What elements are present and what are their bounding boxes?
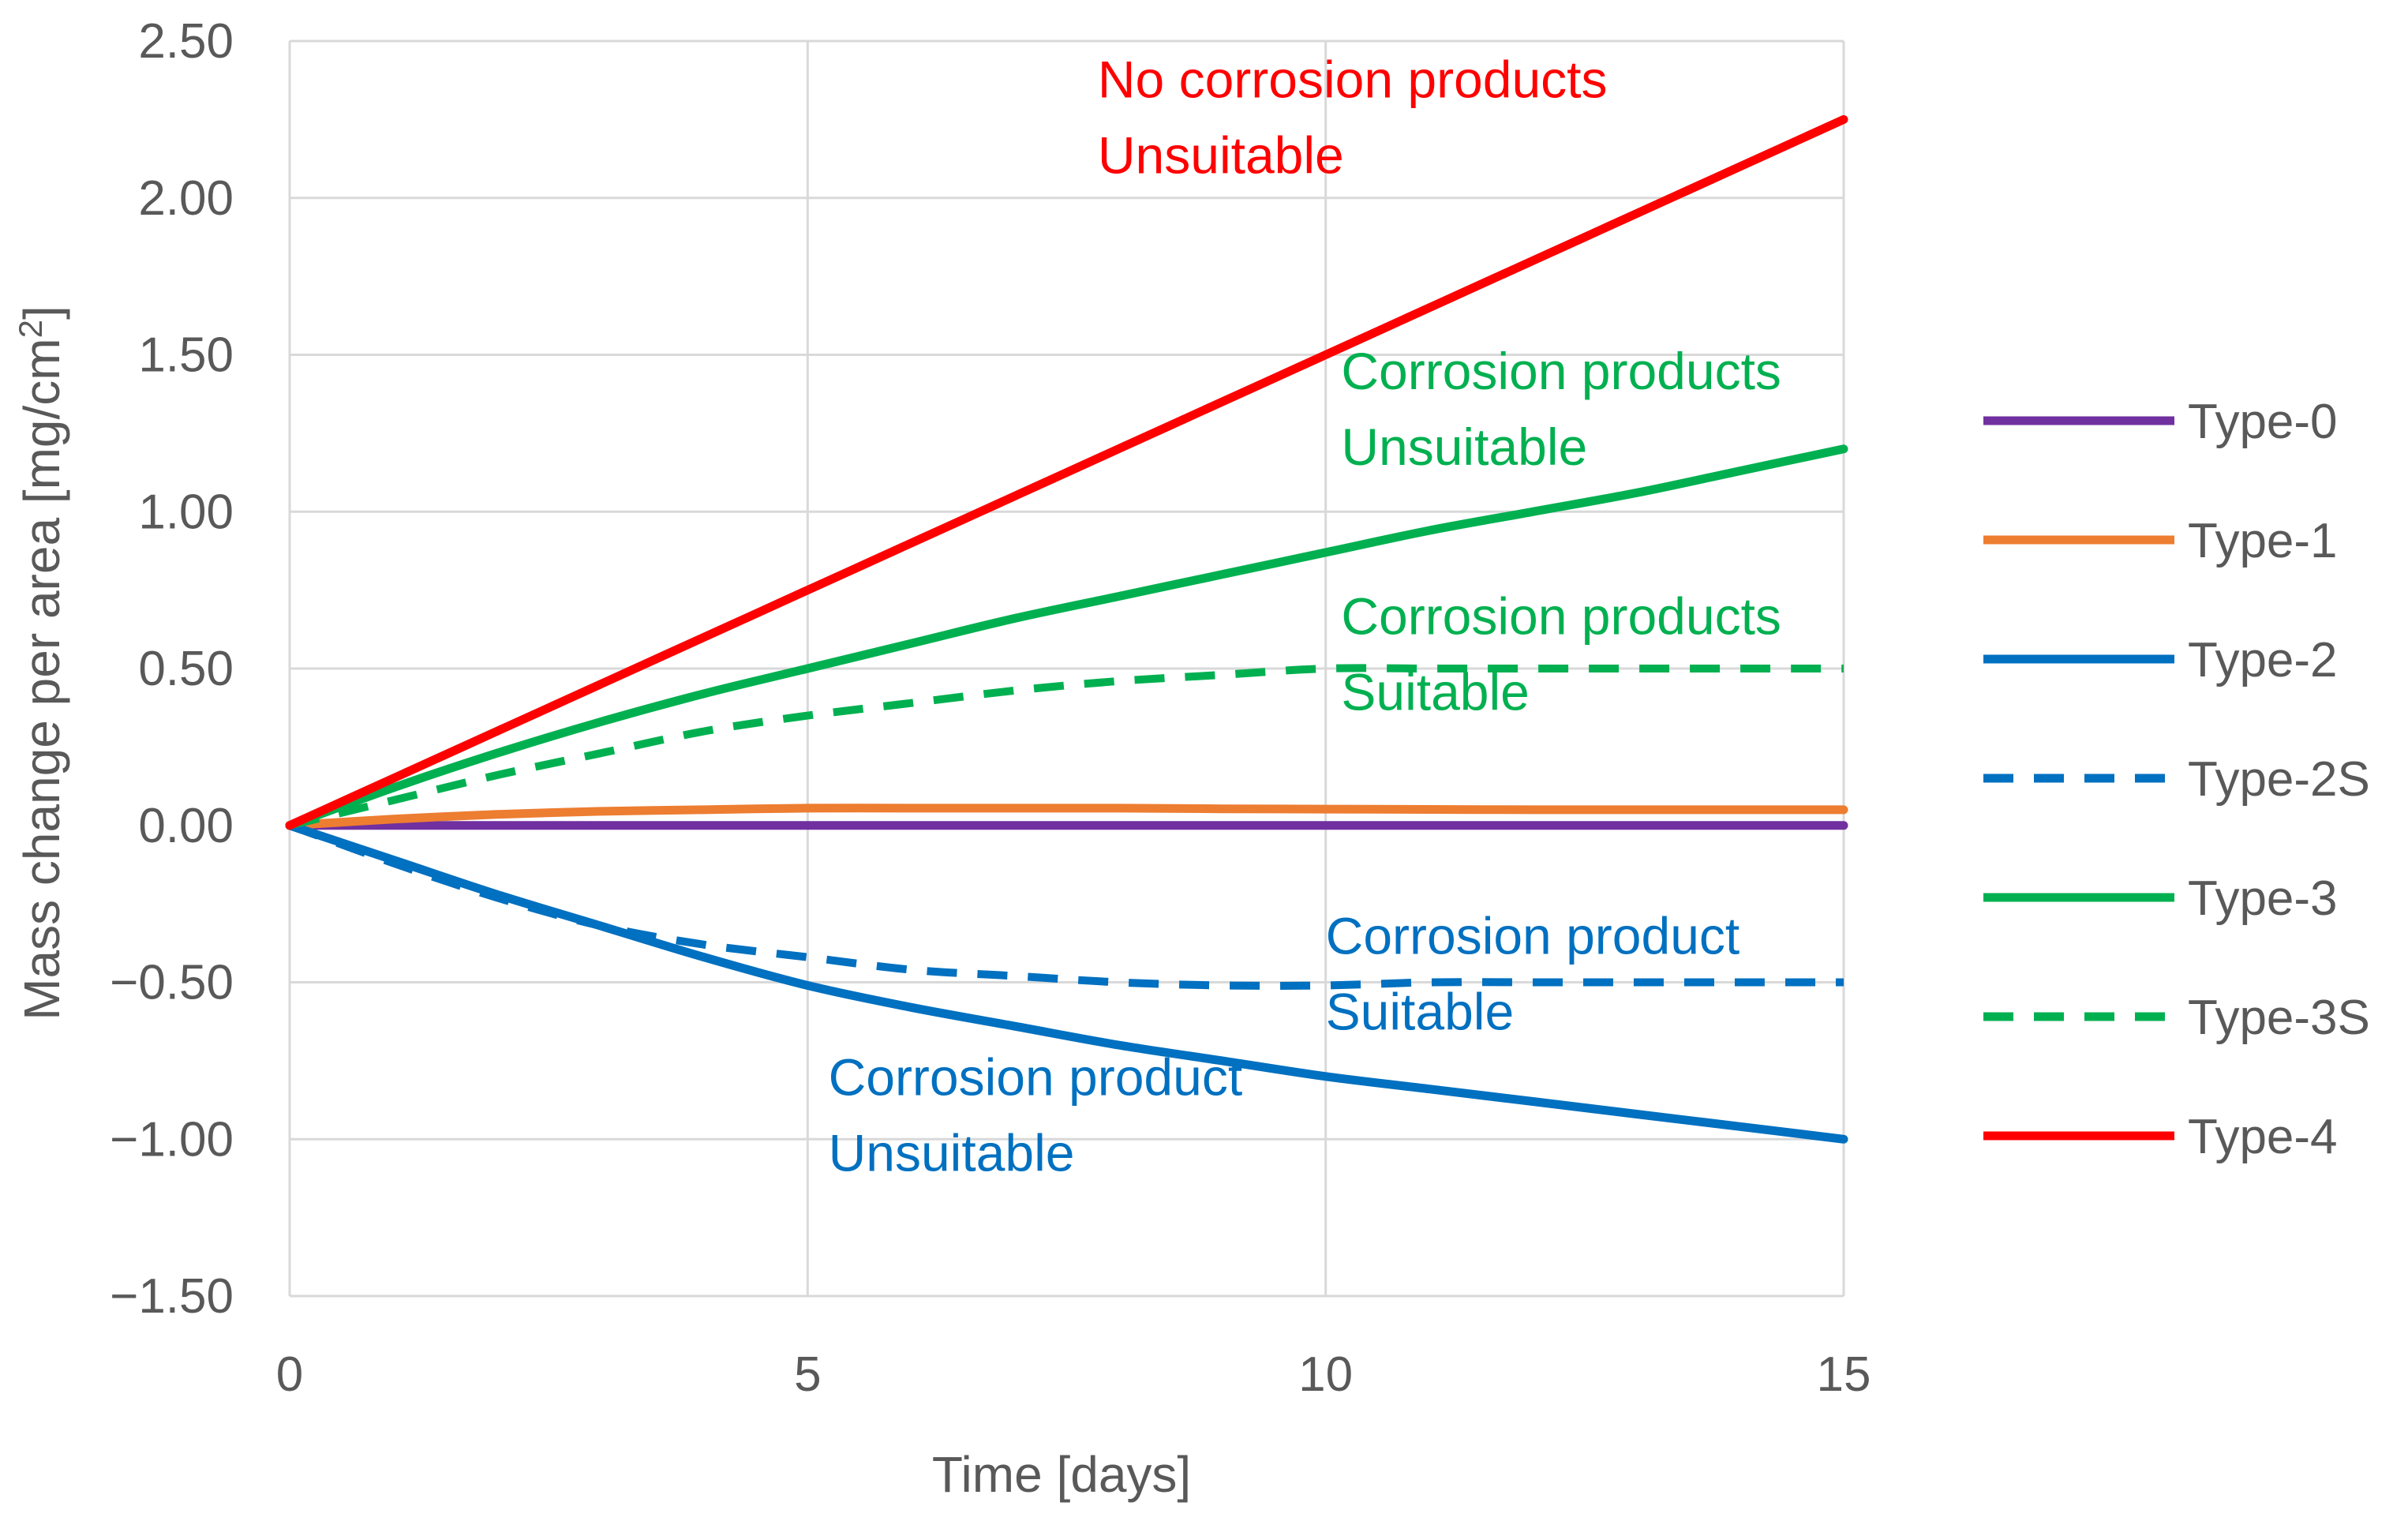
y-axis-title-sup: 2 — [12, 320, 49, 338]
x-tick-label: 10 — [1298, 1347, 1353, 1402]
series-line-type-3 — [285, 444, 1848, 830]
x-tick-label: 0 — [276, 1347, 303, 1402]
series-line-type-2s — [288, 822, 1844, 990]
annotation-label: Suitable — [1326, 983, 1515, 1041]
annotation-label: Corrosion products — [1341, 342, 1781, 400]
y-tick-label: −0.50 — [110, 956, 234, 1010]
y-tick-label: 1.50 — [138, 328, 234, 383]
tick-labels: 2.50 2.00 1.50 1.00 0.50 0.00 −0.50 −1.00 −1.50 0… — [110, 14, 1871, 1402]
annotation-label: Corrosion product — [1326, 907, 1740, 965]
annotations: No corrosion products Unsuitable Corrosion… — [829, 51, 1781, 1182]
y-tick-label: −1.50 — [110, 1269, 234, 1324]
series-line-type-4 — [285, 114, 1848, 830]
series-lines — [285, 114, 1848, 1144]
legend: Type-0 Type-1 Type-2 Type-2S Type-3 Type-3S Ty… — [1983, 395, 2370, 1164]
y-tick-label: 1.00 — [138, 485, 234, 539]
series-line-type-3s — [288, 664, 1844, 830]
annotation-label: Corrosion products — [1341, 586, 1781, 645]
y-axis-title-main: Mass change per area [mg/cm — [13, 338, 70, 1020]
y-axis-title-end: ] — [13, 305, 70, 320]
y-tick-label: 0.00 — [138, 799, 234, 853]
annotation-label: Corrosion product — [829, 1048, 1243, 1107]
y-tick-label: 2.00 — [138, 171, 234, 226]
y-tick-label: 2.50 — [138, 14, 234, 69]
legend-label-type-3s: Type-3S — [2188, 991, 2370, 1045]
annotation-label: Suitable — [1341, 662, 1530, 721]
annotation-label: Unsuitable — [829, 1124, 1075, 1182]
legend-label-type-1: Type-1 — [2188, 514, 2338, 568]
legend-label-type-2s: Type-2S — [2188, 752, 2370, 807]
annotation-label: Unsuitable — [1098, 126, 1344, 185]
y-tick-label: −1.00 — [110, 1112, 234, 1167]
legend-label-type-2: Type-2 — [2188, 633, 2338, 687]
x-axis-title: Time [days] — [932, 1446, 1191, 1503]
y-tick-label: 0.50 — [138, 642, 234, 696]
legend-label-type-3: Type-3 — [2188, 871, 2338, 926]
x-tick-label: 5 — [794, 1347, 821, 1402]
annotation-label: No corrosion products — [1098, 51, 1608, 109]
series-line-type-1 — [285, 804, 1848, 830]
legend-label-type-0: Type-0 — [2188, 395, 2338, 449]
x-tick-label: 15 — [1817, 1347, 1871, 1402]
legend-label-type-4: Type-4 — [2188, 1110, 2338, 1164]
y-axis-title: Mass change per area [mg/cm2] — [12, 305, 70, 1021]
annotation-label: Unsuitable — [1341, 418, 1587, 476]
